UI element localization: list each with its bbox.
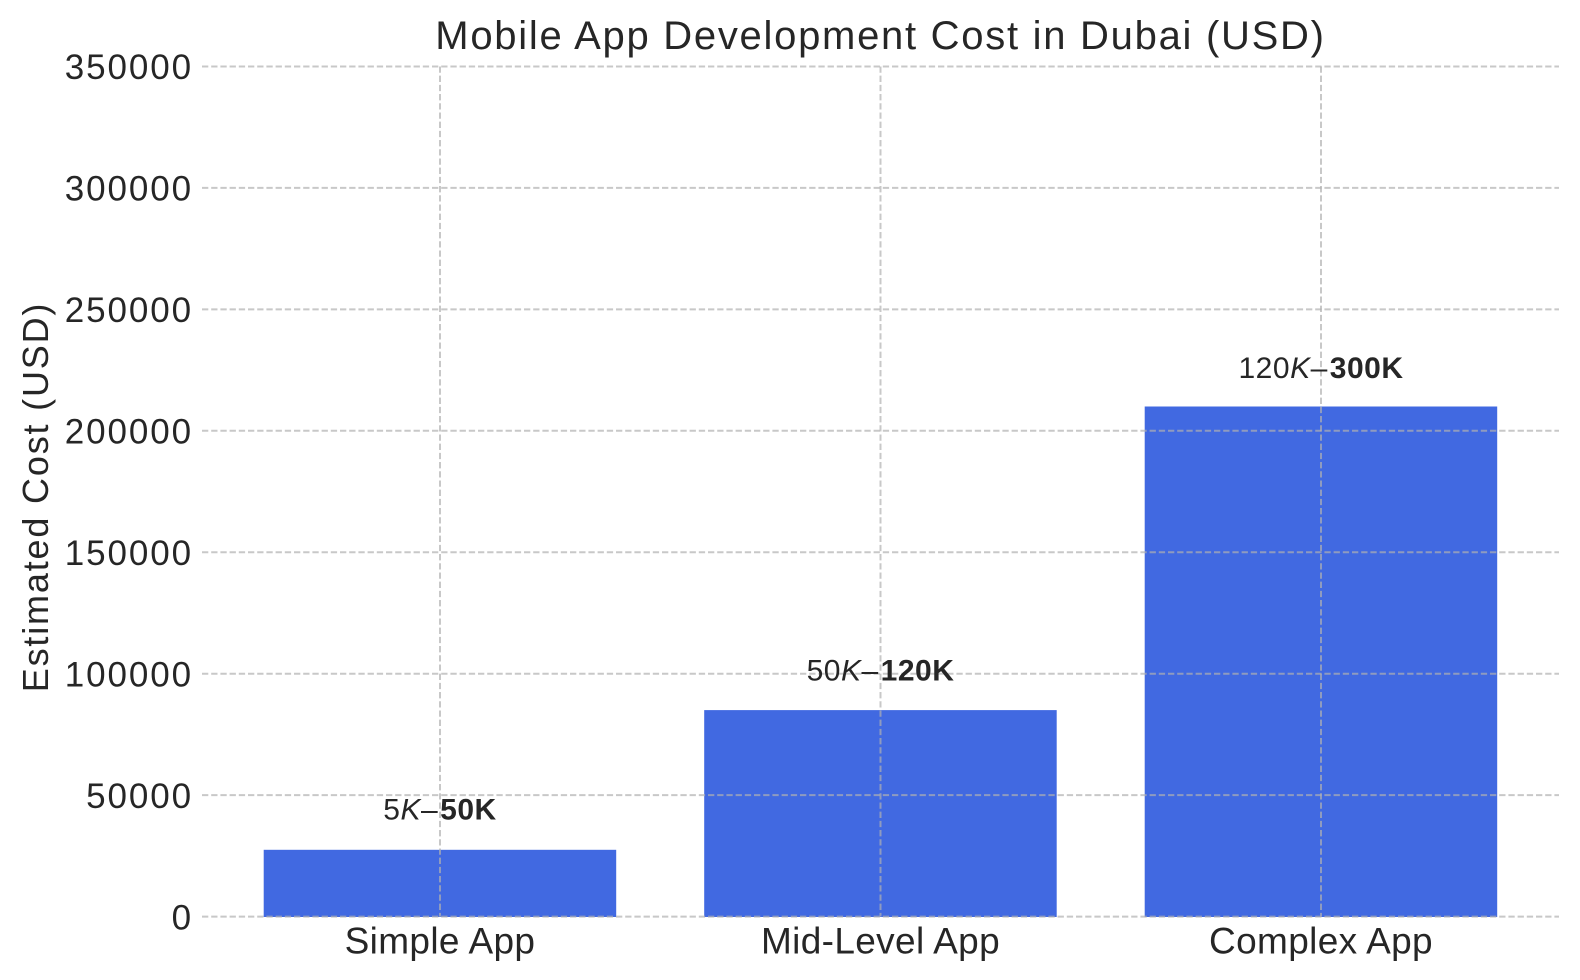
svg-text:Complex App: Complex App xyxy=(1209,920,1433,961)
svg-text:Estimated Cost (USD): Estimated Cost (USD) xyxy=(15,302,56,692)
svg-text:150000: 150000 xyxy=(65,534,193,573)
svg-text:250000: 250000 xyxy=(65,291,193,330)
svg-text:50000: 50000 xyxy=(86,777,193,816)
svg-text:200000: 200000 xyxy=(65,413,193,452)
svg-text:300000: 300000 xyxy=(65,170,193,209)
svg-text:Mobile App Development Cost in: Mobile App Development Cost in Dubai (US… xyxy=(435,14,1325,58)
svg-text:5K–50K: 5K–50K xyxy=(383,793,496,826)
svg-text:Simple App: Simple App xyxy=(345,920,536,961)
svg-text:50K–120K: 50K–120K xyxy=(807,654,955,687)
svg-text:350000: 350000 xyxy=(65,48,193,87)
svg-text:100000: 100000 xyxy=(65,655,193,694)
svg-text:120K–300K: 120K–300K xyxy=(1239,352,1404,385)
svg-text:Mid-Level App: Mid-Level App xyxy=(761,920,1000,961)
svg-text:0: 0 xyxy=(172,898,193,937)
